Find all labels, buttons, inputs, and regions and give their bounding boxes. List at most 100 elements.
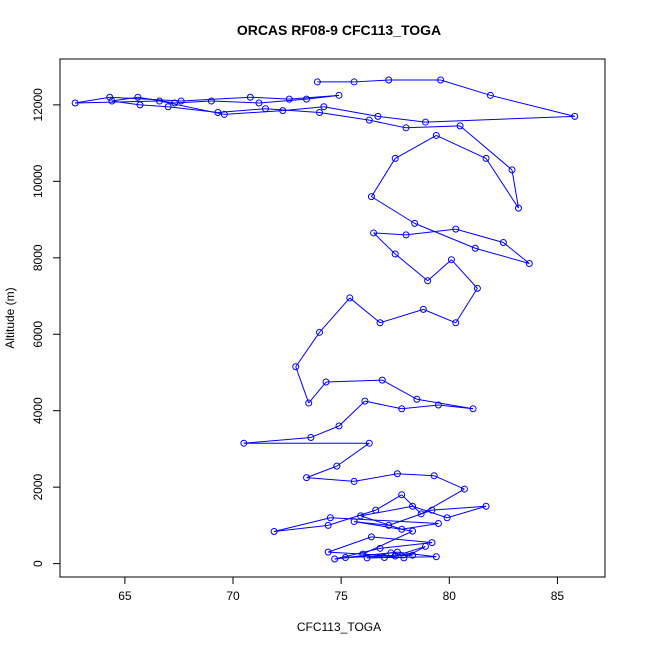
x-tick-label: 65 — [118, 589, 132, 603]
series-line-segment — [388, 509, 433, 526]
series-line-segment — [328, 509, 376, 526]
data-point — [326, 514, 334, 522]
y-tick-label: 8000 — [31, 244, 45, 271]
series-line-segment — [354, 473, 398, 482]
series-line-segment — [375, 494, 402, 511]
series-line-segment — [250, 96, 290, 100]
series-line-segment — [380, 542, 433, 549]
series-line-segment — [423, 308, 456, 324]
data-point — [365, 116, 373, 124]
data-point — [255, 99, 263, 107]
series-line-segment — [139, 104, 169, 108]
data-point — [424, 277, 432, 285]
data-point — [177, 97, 185, 105]
series-line-segment — [475, 247, 530, 265]
data-point — [460, 485, 468, 493]
data-point — [378, 376, 386, 384]
data-point — [393, 470, 401, 478]
series-line-segment — [328, 551, 396, 557]
data-point — [430, 472, 438, 480]
data-point — [365, 439, 373, 447]
data-point — [471, 244, 479, 252]
series-line-segment — [455, 228, 504, 243]
data-point — [469, 405, 477, 413]
series-line-segment — [258, 98, 307, 104]
series-line-segment — [362, 530, 413, 555]
data-point — [316, 109, 324, 117]
data-point — [324, 521, 332, 529]
data-point — [385, 521, 393, 529]
series-line-segment — [371, 536, 433, 544]
y-axis: 0 2000 4000 6000 8000 10000 12000 — [31, 88, 61, 567]
data-point — [421, 118, 429, 126]
series-line-segment — [354, 79, 389, 83]
data-point — [409, 502, 417, 510]
series-line-segment — [369, 119, 407, 129]
series-line-segment — [397, 473, 435, 477]
data-point — [376, 544, 384, 552]
series-line-segment — [433, 475, 465, 490]
series-line-segment — [360, 515, 402, 530]
data-point — [164, 103, 172, 111]
data-point — [307, 433, 315, 441]
series-line-segment — [243, 436, 311, 444]
data-point — [292, 363, 300, 371]
series-line-segment — [427, 259, 452, 282]
y-tick-label: 12000 — [31, 88, 45, 122]
series-line-segment — [174, 100, 212, 104]
series-line-segment — [416, 398, 474, 410]
data-point — [514, 204, 522, 212]
data-point — [322, 378, 330, 386]
series-line-segment — [159, 100, 225, 115]
series-line-segment — [308, 381, 327, 404]
series-line-segment — [349, 297, 381, 324]
data-point — [335, 91, 343, 99]
series-line-segment — [455, 288, 478, 324]
data-point — [136, 101, 144, 109]
data-point — [434, 519, 442, 527]
series-line-segment — [373, 232, 396, 255]
data-point — [508, 166, 516, 174]
data-point — [499, 238, 507, 246]
series-line-segment — [425, 115, 575, 123]
data-point — [220, 110, 228, 118]
data-point — [303, 474, 311, 482]
series-line-segment — [403, 545, 426, 559]
data-point — [402, 124, 410, 132]
series-line-segment — [354, 521, 389, 526]
data-point — [473, 284, 481, 292]
series-line-segment — [420, 488, 465, 515]
series-line-segment — [431, 505, 487, 511]
series-line-segment — [306, 465, 338, 479]
data-point — [391, 552, 399, 560]
data-point — [350, 477, 358, 485]
data-point — [303, 95, 311, 103]
data-point — [385, 76, 393, 84]
data-point — [482, 154, 490, 162]
y-tick-label: 2000 — [31, 473, 45, 500]
data-point — [350, 518, 358, 526]
series-line-segment — [328, 536, 372, 553]
series-line-segment — [371, 158, 396, 197]
series-line-segment — [289, 94, 340, 100]
chart-title: ORCAS RF08-9 CFC113_TOGA — [237, 22, 441, 38]
series-line-segment — [490, 94, 575, 117]
data-point — [409, 551, 417, 559]
data-point — [443, 514, 451, 522]
data-point — [71, 99, 79, 107]
series-line-segment — [459, 125, 513, 171]
data-point — [346, 294, 354, 302]
series-line-segment — [446, 505, 487, 519]
series-line-segment — [395, 545, 426, 557]
series-line-segment — [295, 332, 320, 368]
data-point — [571, 112, 579, 120]
data-point — [313, 78, 321, 86]
series-line-segment — [338, 400, 366, 427]
x-tick-label: 80 — [443, 589, 457, 603]
data-point — [324, 548, 332, 556]
series-line-segment — [401, 522, 439, 530]
data-point — [452, 225, 460, 233]
series-line-segment — [295, 366, 310, 404]
series-line-segment — [310, 425, 340, 438]
series-line-segment — [274, 524, 329, 533]
